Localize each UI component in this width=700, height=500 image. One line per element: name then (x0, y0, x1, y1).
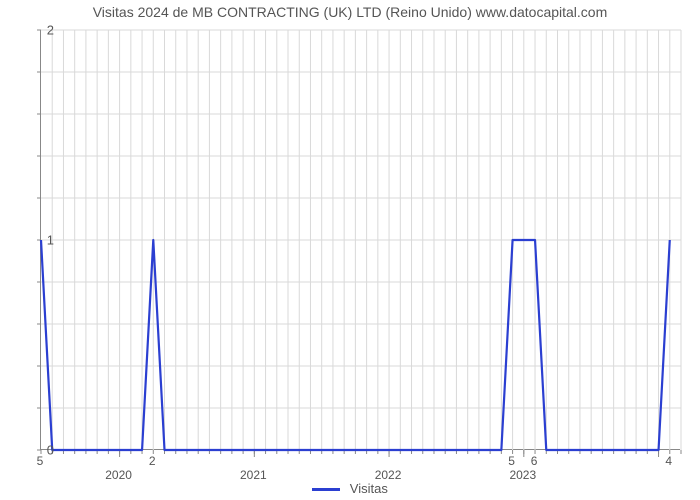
x-year-label: 2023 (509, 468, 536, 482)
x-year-label: 2022 (375, 468, 402, 482)
plot-svg (41, 30, 681, 450)
chart-container: Visitas 2024 de MB CONTRACTING (UK) LTD … (0, 0, 700, 500)
legend: Visitas (0, 481, 700, 496)
chart-title: Visitas 2024 de MB CONTRACTING (UK) LTD … (0, 4, 700, 20)
plot-area (40, 30, 680, 450)
legend-swatch (312, 488, 340, 491)
x-point-label: 2 (149, 454, 156, 468)
x-point-label: 6 (531, 454, 538, 468)
y-tick-label: 1 (34, 233, 54, 248)
x-year-label: 2020 (105, 468, 132, 482)
x-point-label: 4 (665, 454, 672, 468)
legend-label: Visitas (350, 481, 388, 496)
x-point-label: 5 (508, 454, 515, 468)
x-point-label: 5 (37, 454, 44, 468)
y-tick-label: 2 (34, 23, 54, 38)
x-year-label: 2021 (240, 468, 267, 482)
